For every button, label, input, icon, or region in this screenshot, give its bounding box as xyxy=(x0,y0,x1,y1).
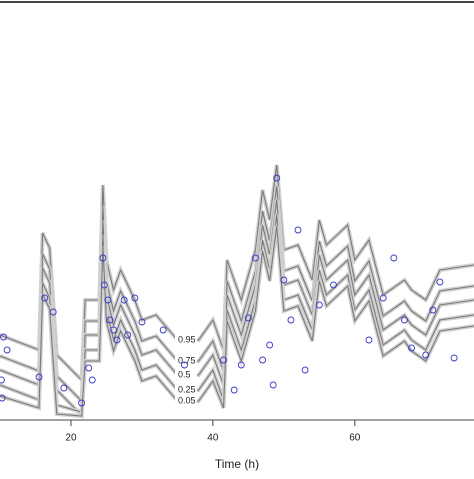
observed-point xyxy=(251,254,259,262)
observed-point xyxy=(159,326,167,334)
quantile-line xyxy=(0,164,474,382)
observed-point xyxy=(181,361,188,369)
quantile-label-bg xyxy=(175,385,197,395)
observed-point xyxy=(0,394,6,402)
observed-point xyxy=(106,316,114,324)
quantile-label-bg xyxy=(175,370,197,380)
observed-point xyxy=(85,364,93,372)
quantile-label: 0.5 xyxy=(178,369,191,379)
observed-point xyxy=(408,344,416,352)
observed-point xyxy=(78,399,86,407)
observed-point xyxy=(124,331,132,339)
observed-point xyxy=(379,294,387,302)
quantile-line xyxy=(0,214,474,413)
observed-point xyxy=(3,346,11,354)
observed-point xyxy=(41,294,49,302)
quantile-label: 0.05 xyxy=(178,395,196,405)
quantile-line xyxy=(0,185,474,403)
quantile-line xyxy=(0,199,474,417)
observed-point xyxy=(401,316,408,324)
quantile-line xyxy=(0,225,474,417)
x-tick-label: 60 xyxy=(349,433,361,444)
observed-point xyxy=(35,373,43,381)
quantile-label: 0.25 xyxy=(178,384,196,394)
observed-point xyxy=(301,366,309,374)
quantile-label-bg xyxy=(175,335,197,345)
observed-point xyxy=(60,384,68,392)
x-tick-label: 40 xyxy=(207,433,219,444)
observed-point xyxy=(436,278,444,286)
observed-point xyxy=(0,333,7,341)
observed-point xyxy=(230,386,238,394)
observed-point xyxy=(113,336,121,344)
observed-point xyxy=(273,174,281,182)
observed-point xyxy=(390,254,398,262)
quantile-label-bg xyxy=(175,396,197,406)
observed-point xyxy=(120,296,128,304)
observed-point xyxy=(259,356,266,364)
observed-point xyxy=(49,308,57,316)
observed-point xyxy=(220,356,227,364)
observed-point xyxy=(450,354,458,362)
quantile-label: 0.75 xyxy=(178,355,196,365)
observed-point xyxy=(266,341,274,349)
observed-point xyxy=(237,361,245,369)
observed-point xyxy=(138,318,146,326)
observed-point xyxy=(244,314,252,322)
observed-point xyxy=(0,376,5,384)
x-tick-label: 20 xyxy=(65,433,77,444)
x-axis-label: Time (h) xyxy=(215,457,259,471)
observed-point xyxy=(131,294,139,302)
observed-point xyxy=(88,376,96,384)
observed-point xyxy=(110,326,117,334)
observed-point xyxy=(429,306,437,314)
observed-point xyxy=(99,254,107,262)
observed-point xyxy=(422,351,430,359)
quantile-label-bg xyxy=(175,356,197,366)
observed-point xyxy=(287,316,295,324)
observed-point xyxy=(315,301,323,309)
observed-point xyxy=(269,381,277,389)
observed-point xyxy=(100,281,108,289)
observed-point xyxy=(330,281,337,289)
quantile-label: 0.95 xyxy=(178,334,196,344)
observed-point xyxy=(294,226,302,234)
observed-point xyxy=(280,276,288,284)
observed-point xyxy=(104,296,112,304)
observed-point xyxy=(365,336,373,344)
